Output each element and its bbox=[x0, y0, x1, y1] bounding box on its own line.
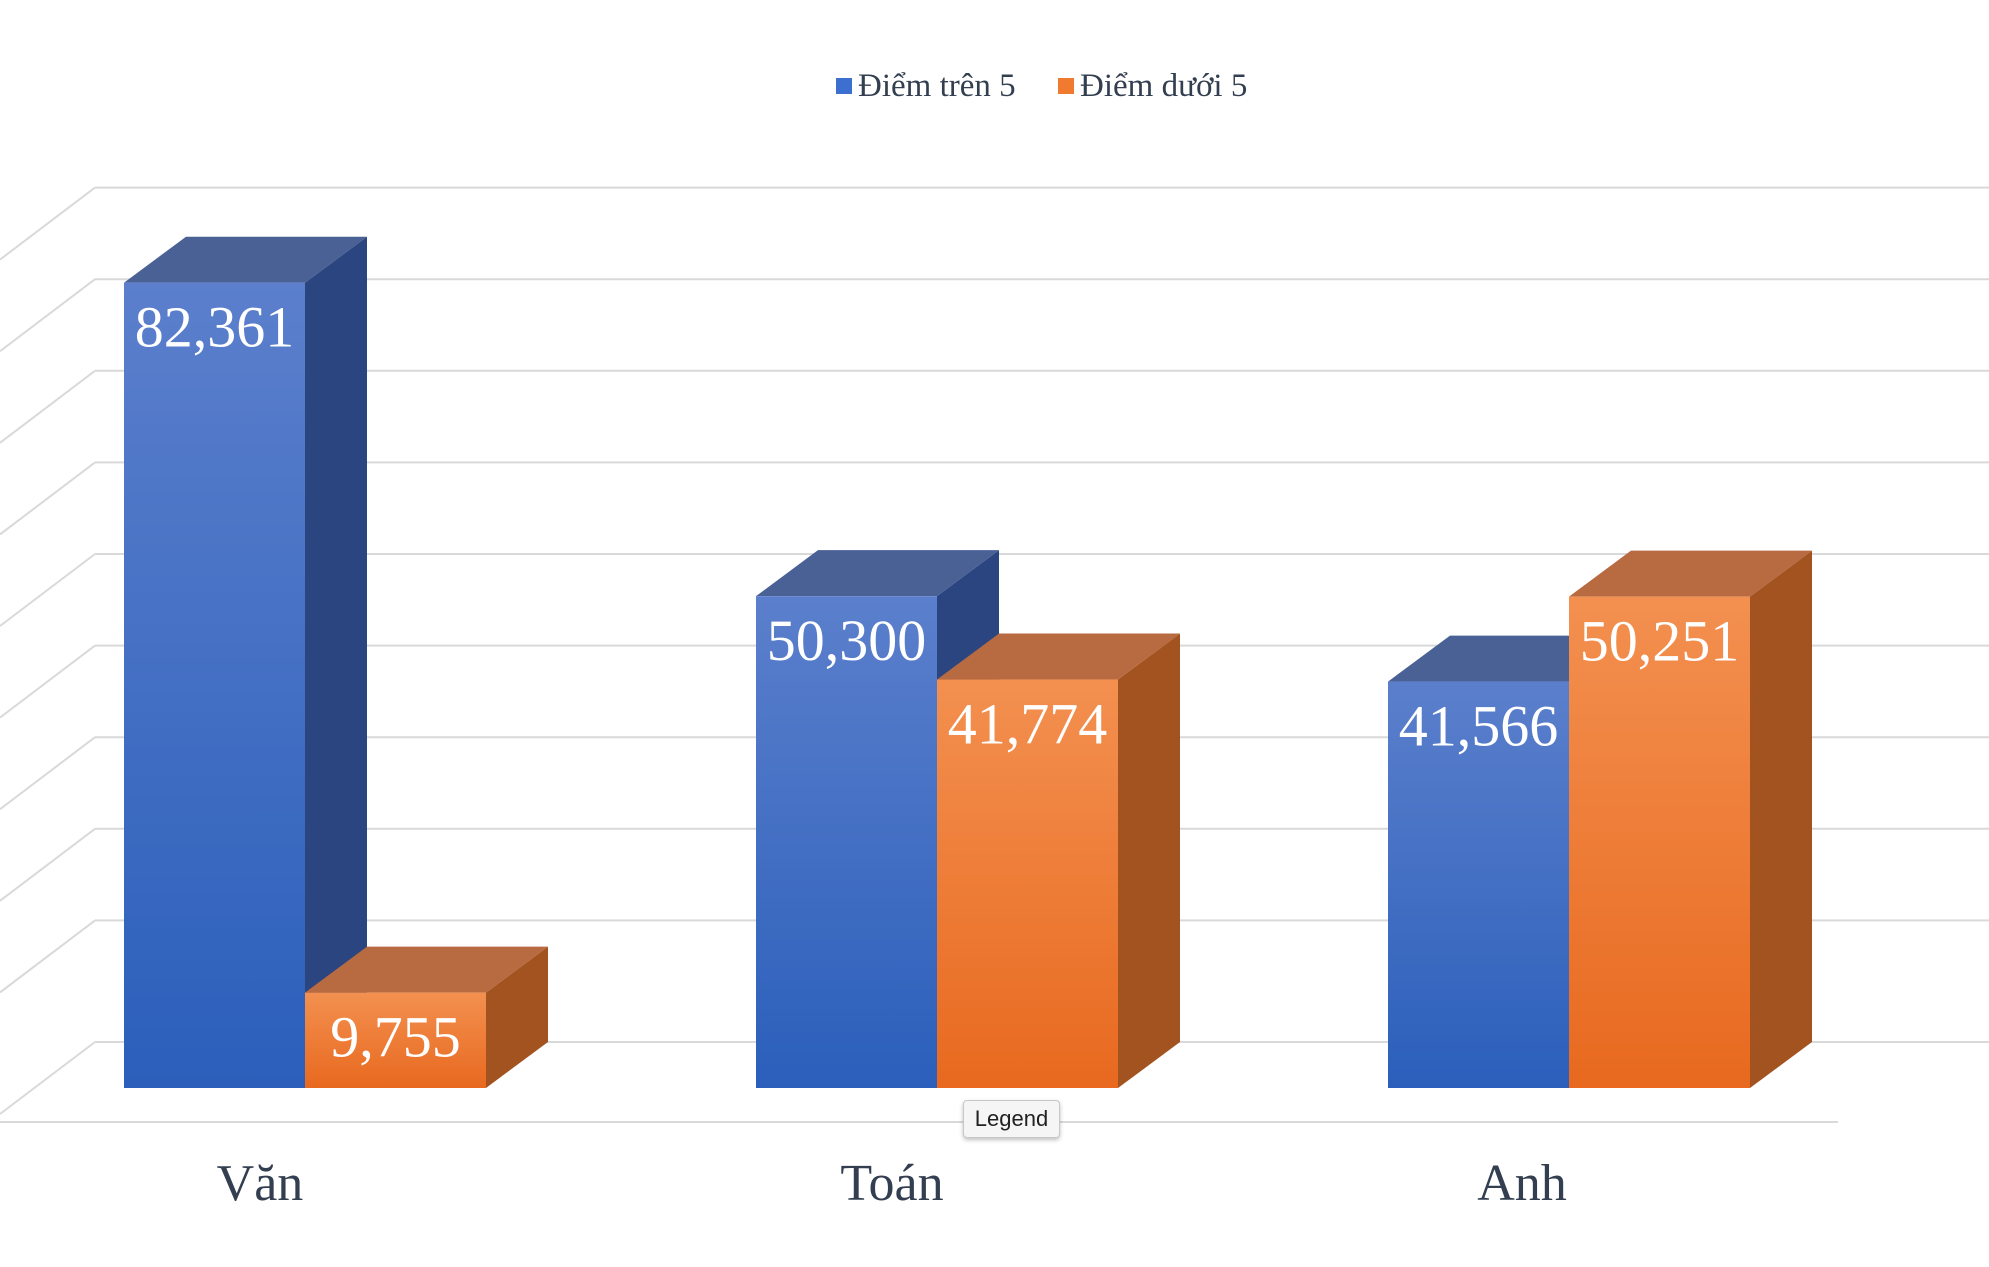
bar-diem-duoi-5-toan-label: 41,774 bbox=[948, 692, 1108, 757]
bar-diem-duoi-5-van bbox=[305, 992, 486, 1088]
bar-diem-tren-5-van-label: 82,361 bbox=[135, 295, 295, 360]
category-axis: Văn Toán Anh bbox=[217, 1155, 1567, 1212]
bar-diem-duoi-5-anh-side bbox=[1750, 550, 1812, 1088]
data-labels: 82,361 9,755 50,300 41,774 41,566 50,251 bbox=[135, 295, 1740, 1070]
category-label-toan: Toán bbox=[840, 1155, 943, 1212]
bar-diem-tren-5-van-side bbox=[305, 236, 367, 1088]
legend-swatch-diem-tren-5 bbox=[836, 78, 852, 94]
category-label-van: Văn bbox=[217, 1155, 304, 1212]
bar-diem-duoi-5-van-label: 9,755 bbox=[330, 1005, 461, 1070]
gridline-side bbox=[0, 370, 96, 444]
bar-diem-duoi-5-anh-top bbox=[1569, 550, 1812, 597]
gridline-side bbox=[0, 919, 96, 994]
bar-diem-tren-5-toan-label: 50,300 bbox=[767, 608, 927, 673]
legend-tooltip: Legend bbox=[963, 1100, 1060, 1138]
bar-diem-tren-5-van bbox=[124, 282, 305, 1088]
category-label-anh: Anh bbox=[1477, 1155, 1567, 1212]
gridline-side bbox=[0, 553, 96, 627]
legend-label-diem-tren-5: Điểm trên 5 bbox=[858, 68, 1016, 104]
legend-label-diem-duoi-5: Điểm dưới 5 bbox=[1080, 68, 1247, 104]
legend[interactable]: Điểm trên 5 Điểm dưới 5 bbox=[836, 68, 1247, 104]
bar-diem-duoi-5-toan bbox=[937, 679, 1118, 1088]
bar-diem-tren-5-anh-label: 41,566 bbox=[1399, 694, 1559, 759]
gridline-side bbox=[0, 736, 96, 810]
bar-diem-tren-5-toan-top bbox=[756, 550, 999, 597]
bars bbox=[124, 236, 1812, 1088]
bar-diem-tren-5-van-top bbox=[124, 236, 367, 283]
gridline-side bbox=[0, 461, 96, 536]
bar-diem-tren-5-anh bbox=[1388, 681, 1569, 1088]
legend-swatch-diem-duoi-5 bbox=[1058, 78, 1074, 94]
gridline-side bbox=[0, 186, 96, 261]
bar-diem-duoi-5-van-side bbox=[486, 946, 548, 1088]
bar-diem-duoi-5-van-top bbox=[305, 946, 548, 993]
gridline-side bbox=[0, 828, 96, 902]
gridline-side bbox=[0, 278, 96, 352]
bar-diem-duoi-5-anh-label: 50,251 bbox=[1580, 609, 1740, 674]
bar-diem-duoi-5-anh bbox=[1569, 596, 1750, 1088]
bar-diem-duoi-5-toan-side bbox=[1118, 633, 1180, 1088]
gridline-side bbox=[0, 644, 96, 719]
bar-diem-duoi-5-toan-top bbox=[937, 633, 1180, 680]
gridline-side bbox=[0, 1041, 96, 1115]
bar-diem-tren-5-toan bbox=[756, 596, 937, 1088]
